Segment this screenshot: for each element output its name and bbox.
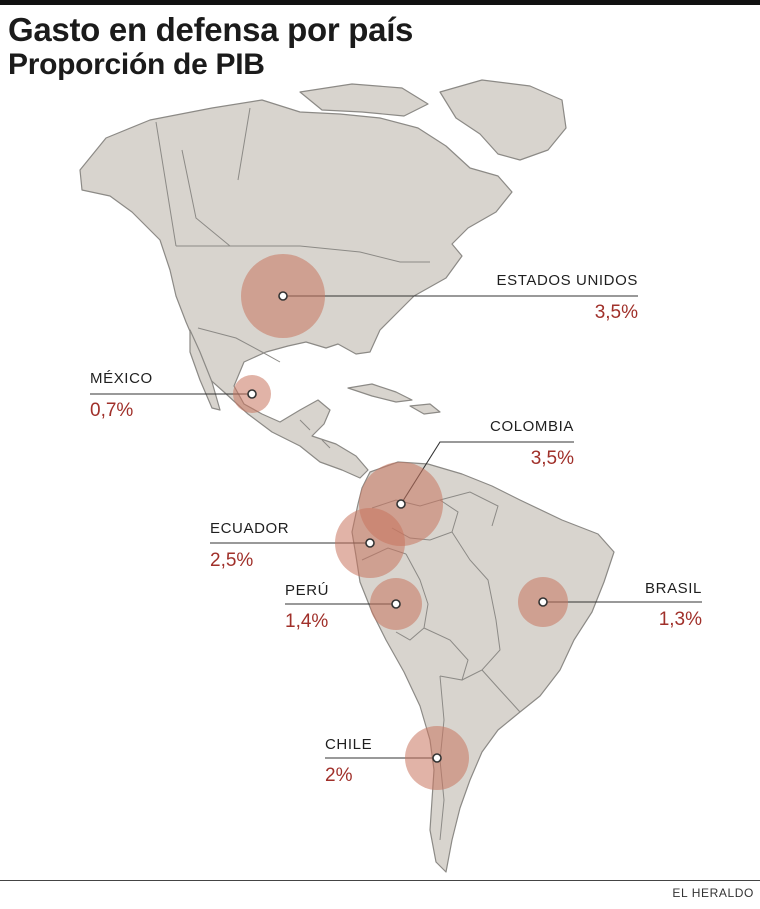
label-estados-unidos: ESTADOS UNIDOS	[496, 272, 638, 289]
dot-peru	[391, 599, 401, 609]
greenland-shape	[439, 79, 567, 161]
value-ecuador: 2,5%	[210, 550, 254, 571]
dot-colombia	[396, 499, 406, 509]
top-rule	[0, 0, 760, 5]
dot-estados-unidos	[278, 291, 288, 301]
alaska-border	[155, 121, 177, 247]
label-brasil: BRASIL	[645, 580, 702, 597]
value-estados-unidos: 3,5%	[594, 302, 638, 323]
arctic-islands-shape	[299, 83, 429, 117]
value-colombia: 3,5%	[530, 448, 574, 469]
venezuela-border	[439, 491, 499, 527]
dot-ecuador	[365, 538, 375, 548]
value-peru: 1,4%	[285, 611, 329, 632]
label-mexico: MÉXICO	[90, 370, 153, 387]
cuba-shape	[347, 383, 413, 403]
hispaniola-shape	[409, 403, 441, 415]
label-ecuador: ECUADOR	[210, 520, 290, 537]
source-credit: EL HERALDO	[672, 886, 754, 900]
value-chile: 2%	[325, 765, 353, 786]
bottom-rule	[0, 880, 760, 881]
baja-california-shape	[189, 329, 221, 411]
paraguay-uruguay-border	[481, 669, 521, 713]
dot-mexico	[247, 389, 257, 399]
value-brasil: 1,3%	[658, 609, 702, 630]
canada-internal-border	[181, 107, 251, 247]
us-mexico-border	[197, 327, 281, 363]
bolivia-border	[423, 627, 469, 681]
map-title: Gasto en defensa por país	[8, 11, 414, 48]
dot-chile	[432, 753, 442, 763]
map-subtitle: Proporción de PIB	[8, 48, 265, 81]
value-mexico: 0,7%	[90, 400, 134, 421]
label-colombia: COLOMBIA	[490, 418, 574, 435]
label-chile: CHILE	[325, 736, 373, 753]
central-america-border	[299, 419, 331, 449]
label-peru: PERÚ	[285, 582, 330, 599]
dot-brasil	[538, 597, 548, 607]
center-dots	[247, 291, 548, 763]
us-canada-border	[176, 245, 430, 263]
peru-border	[395, 553, 429, 641]
south-america-shape	[351, 461, 615, 873]
